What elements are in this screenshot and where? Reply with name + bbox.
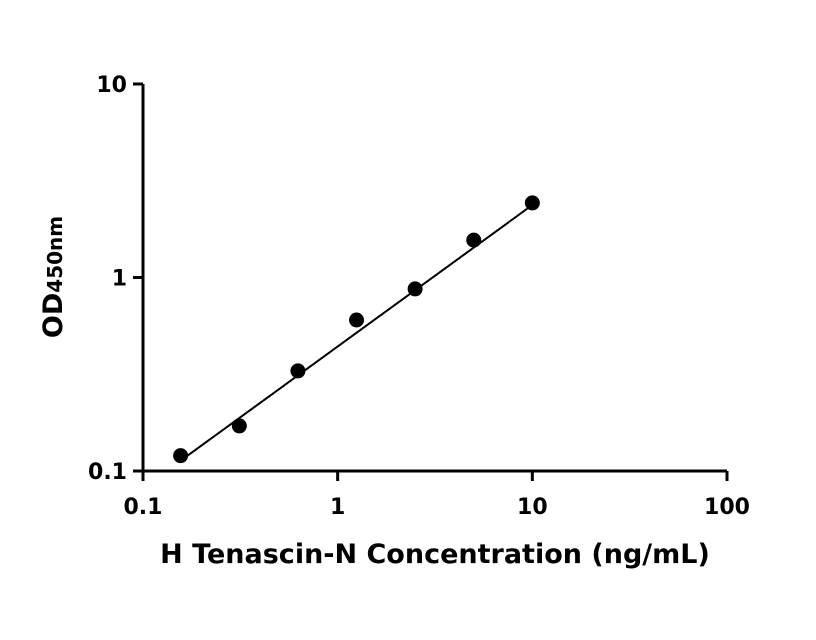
y-axis-title-subscript: 450nm [43, 216, 67, 293]
x-tick-label: 0.1 [124, 495, 163, 520]
y-tick-label: 10 [96, 73, 127, 98]
y-axis-title: OD450nm [38, 216, 69, 338]
data-point [173, 448, 189, 464]
data-point [231, 418, 247, 434]
data-point [349, 312, 365, 328]
y-axis-title-main: OD [38, 293, 69, 338]
x-tick-label: 1 [330, 495, 345, 520]
y-tick-label: 0.1 [88, 460, 127, 485]
data-point [290, 363, 306, 379]
x-tick-label: 100 [704, 495, 750, 520]
data-point [524, 195, 540, 211]
x-axis-title: H Tenascin-N Concentration (ng/mL) [160, 539, 710, 570]
y-tick-label: 1 [112, 267, 127, 292]
data-point [466, 232, 482, 248]
data-point [407, 281, 423, 297]
x-tick-label: 10 [517, 495, 548, 520]
